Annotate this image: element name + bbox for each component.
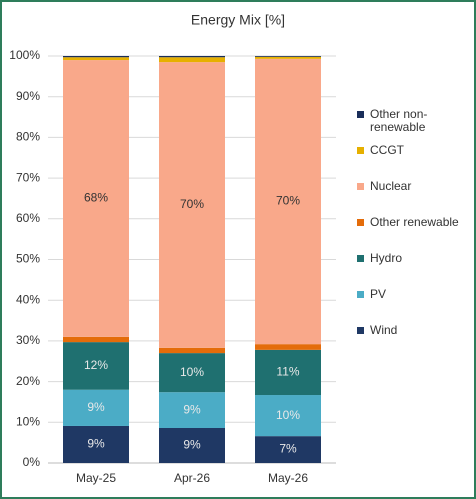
legend-label: Other non-renewable	[370, 107, 428, 134]
bar-segment	[159, 353, 225, 393]
x-tick-label: May-26	[268, 471, 308, 485]
legend-swatch	[357, 327, 364, 334]
data-label: 9%	[87, 437, 105, 451]
legend-label: Wind	[370, 323, 398, 337]
data-label: 70%	[276, 194, 300, 208]
legend-entry: Wind	[357, 324, 469, 337]
legend-swatch	[357, 147, 364, 154]
bar-segment	[159, 57, 225, 63]
data-label: 10%	[276, 408, 300, 422]
legend-swatch	[357, 255, 364, 262]
legend-swatch	[357, 291, 364, 298]
y-tick-label: 10%	[16, 414, 40, 428]
y-tick-label: 30%	[16, 333, 40, 347]
bar-segment	[63, 342, 129, 390]
x-tick-label: May-25	[76, 471, 116, 485]
data-label: 9%	[87, 400, 105, 414]
bar-segment	[255, 56, 321, 59]
data-label: 11%	[276, 365, 299, 379]
legend-label: Hydro	[370, 251, 403, 265]
legend-entry: Other renewable	[357, 216, 469, 229]
legend-label: Nuclear	[370, 179, 412, 193]
bar-segment	[159, 347, 225, 354]
data-label: 10%	[180, 365, 204, 379]
y-tick-label: 100%	[9, 48, 40, 62]
bar-segment	[159, 56, 225, 58]
data-label: 9%	[183, 438, 201, 452]
data-label: 70%	[180, 197, 204, 211]
bar-segment	[255, 436, 321, 463]
legend-entry: CCGT	[357, 144, 469, 157]
y-tick-label: 20%	[16, 374, 40, 388]
legend-swatch	[357, 111, 364, 118]
legend-swatch	[357, 183, 364, 190]
bar-segment	[63, 336, 129, 343]
legend-label: PV	[370, 287, 387, 301]
bar-segment	[255, 349, 321, 396]
legend-entry: Other non-renewable	[357, 108, 469, 134]
y-tick-label: 90%	[16, 89, 40, 103]
data-label: 68%	[84, 191, 108, 205]
y-tick-label: 70%	[16, 170, 40, 184]
bar-segment	[159, 427, 225, 463]
y-tick-label: 50%	[16, 252, 40, 266]
y-tick-label: 0%	[23, 455, 41, 469]
bar-segment	[255, 344, 321, 350]
chart-title: Energy Mix [%]	[191, 12, 285, 28]
data-label: 12%	[84, 358, 108, 372]
bar-segment	[63, 389, 129, 426]
y-tick-label: 80%	[16, 130, 40, 144]
bar-segment	[63, 57, 129, 61]
data-label: 7%	[279, 442, 297, 456]
bar-segment	[63, 425, 129, 463]
legend-entry: Hydro	[357, 252, 469, 265]
legend-label: Other renewable	[370, 215, 459, 229]
y-tick-label: 60%	[16, 211, 40, 225]
bar-segment	[255, 56, 321, 57]
bar-segment	[255, 58, 321, 345]
x-tick-label: Apr-26	[174, 471, 210, 485]
bar-segment	[63, 60, 129, 337]
bar-segment	[255, 395, 321, 437]
legend-entry: Nuclear	[357, 180, 469, 193]
legend-swatch	[357, 219, 364, 226]
legend-label: CCGT	[370, 143, 404, 157]
y-tick-label: 40%	[16, 292, 40, 306]
bar-segment	[63, 56, 129, 58]
bar-segment	[159, 62, 225, 348]
legend-entry: PV	[357, 288, 469, 301]
data-label: 9%	[183, 402, 201, 416]
bar-segment	[159, 392, 225, 428]
